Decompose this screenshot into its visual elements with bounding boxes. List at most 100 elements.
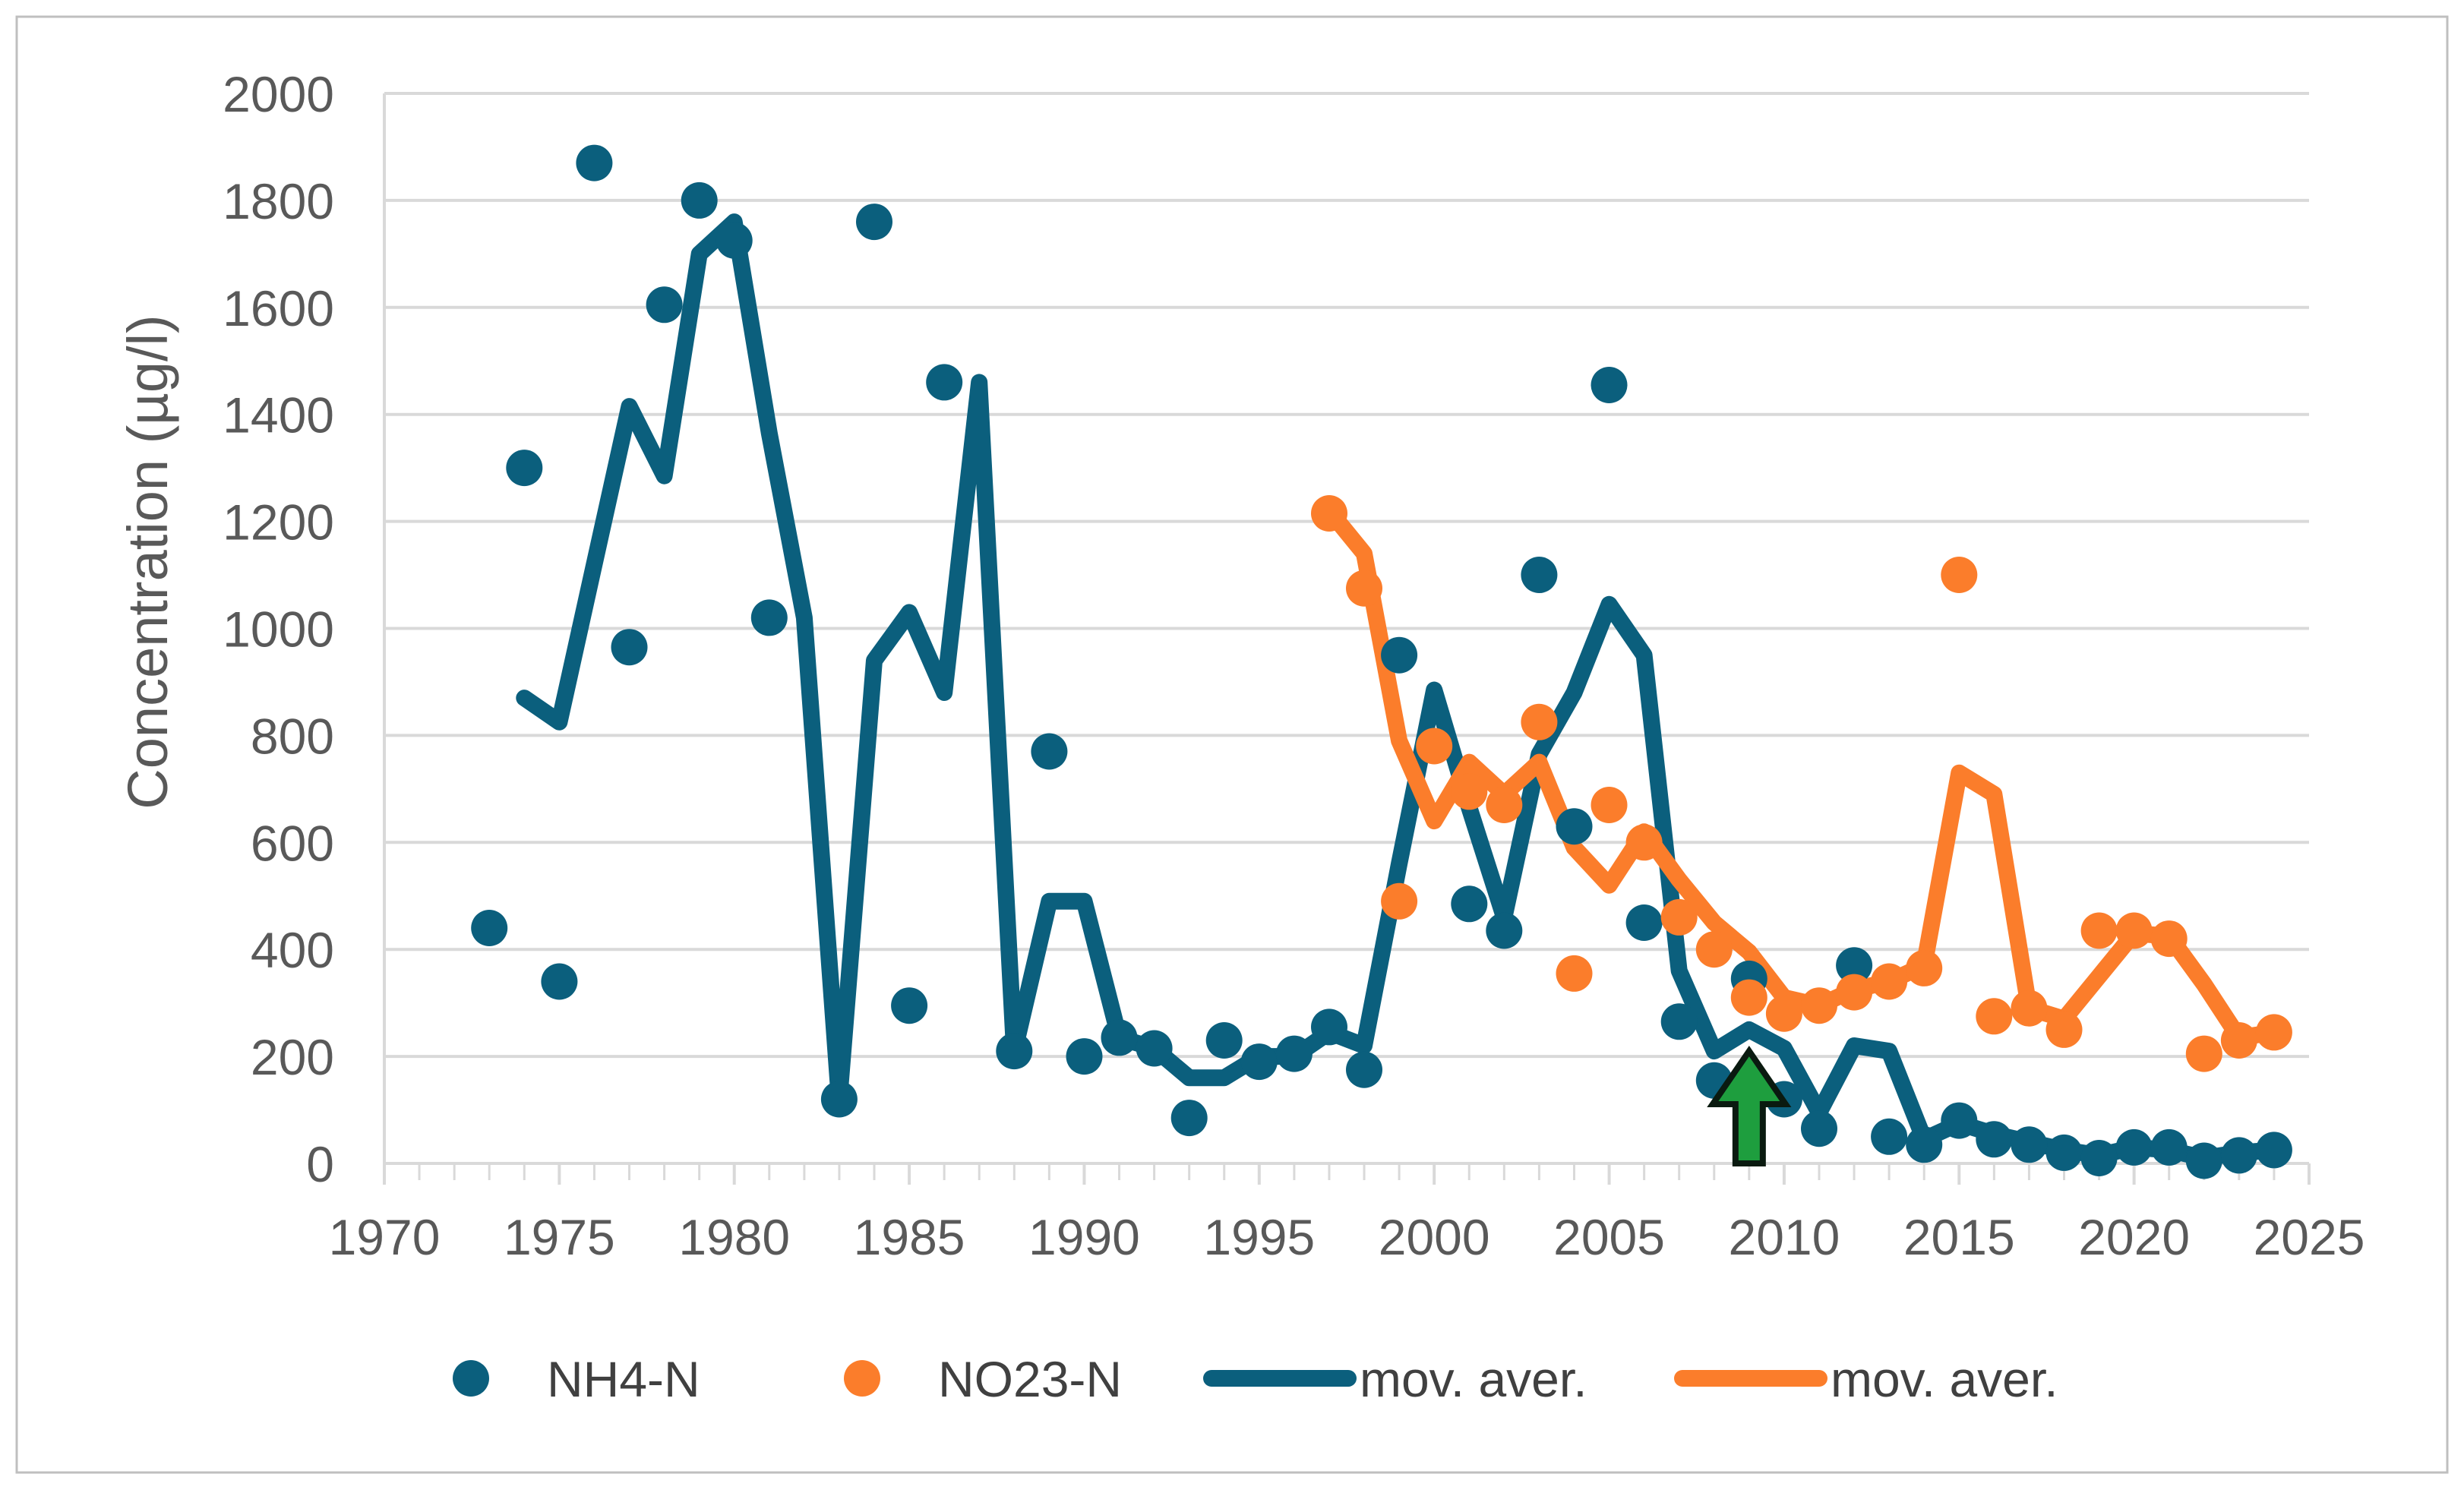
nh4-n-point-0	[471, 910, 508, 946]
y-tick-label-5: 1000	[223, 601, 334, 658]
x-tick-label-9: 2015	[1903, 1209, 2015, 1265]
no23-n-point-1	[1346, 570, 1382, 607]
legend-label-2: NO23-N	[938, 1351, 1122, 1407]
x-tick-label-10: 2020	[2078, 1209, 2190, 1265]
x-tick-label-3: 1985	[854, 1209, 965, 1265]
nh4-n-point-46	[2185, 1142, 2222, 1179]
x-tick-label-6: 2000	[1379, 1209, 1490, 1265]
nh4-n-point-27	[1521, 557, 1558, 593]
nh4-n-point-38	[1906, 1126, 1943, 1163]
no23-n-point-23	[2115, 912, 2153, 949]
annotations	[1707, 1045, 1792, 1166]
no23-n-point-0	[1311, 495, 1347, 532]
x-tick-label-1: 1975	[504, 1209, 615, 1265]
nh4-n-point-42	[2045, 1134, 2083, 1171]
y-tick-label-4: 800	[251, 708, 334, 764]
no23-n-point-11	[1695, 931, 1733, 968]
x-tick-label-5: 1995	[1203, 1209, 1315, 1265]
y-tick-label-6: 1200	[223, 494, 334, 551]
nh4-n-point-23	[1346, 1051, 1382, 1088]
legend-label-4: mov. aver.	[1831, 1351, 2058, 1407]
no23-n-point-22	[2080, 912, 2118, 949]
nh4-n-point-2	[541, 963, 578, 1000]
x-tick-label-0: 1970	[329, 1209, 441, 1265]
no23-n-point-24	[2150, 920, 2188, 958]
no23-n-point-2	[1381, 882, 1418, 920]
x-tick-label-11: 2025	[2254, 1209, 2365, 1265]
nh4-n-point-35	[1801, 1110, 1837, 1147]
legend-label-1: NH4-N	[547, 1351, 700, 1407]
legend-marker-1	[453, 1360, 489, 1397]
no23-n-point-7	[1556, 955, 1593, 992]
no23-n-point-4	[1451, 773, 1488, 810]
y-tick-label-10: 2000	[223, 66, 334, 122]
nh4-n-point-36	[1836, 947, 1873, 984]
no23-n-point-18	[1941, 557, 1978, 593]
nh4-n-point-21	[1275, 1035, 1313, 1072]
nh4-n-point-10	[856, 204, 892, 241]
nh4-n-point-44	[2115, 1128, 2153, 1166]
nh4-n-point-5	[646, 286, 683, 324]
nh4-n-point-26	[1486, 912, 1523, 949]
nh4-n-point-12	[926, 364, 963, 401]
nh4-n-point-47	[2220, 1137, 2257, 1174]
y-tick-label-0: 0	[306, 1136, 334, 1192]
nh4-n-point-20	[1240, 1043, 1278, 1081]
nh4-n-point-4	[611, 629, 648, 666]
y-axis-label: Concentration (µg/l)	[116, 314, 179, 809]
no23-n-point-10	[1660, 898, 1698, 936]
no23-n-point-6	[1521, 703, 1558, 740]
y-tick-label-9: 1800	[223, 173, 334, 229]
nh4-n-point-1	[506, 450, 543, 487]
nh4-n-point-17	[1136, 1030, 1173, 1067]
nh4-n-point-25	[1451, 885, 1488, 923]
legend-label-3: mov. aver.	[1360, 1351, 1587, 1407]
nh4-n-point-18	[1170, 1100, 1208, 1137]
nh4-n-point-43	[2080, 1140, 2118, 1176]
nh4-n-point-45	[2150, 1128, 2188, 1166]
chart-border	[15, 15, 2449, 1474]
nh4-n-point-39	[1941, 1102, 1978, 1139]
nh4-n-point-24	[1381, 636, 1418, 674]
nh4-n-point-9	[820, 1081, 858, 1118]
no23-n-point-16	[1871, 963, 1908, 1000]
no23-n-point-27	[2255, 1014, 2292, 1051]
no23-n-point-8	[1591, 787, 1628, 823]
y-tick-label-2: 400	[251, 922, 334, 978]
y-tick-label-8: 1600	[223, 280, 334, 336]
no23-n-point-20	[2011, 990, 2048, 1027]
no23-n-point-5	[1486, 787, 1523, 823]
no23-n-point-25	[2185, 1035, 2222, 1072]
nh4-n-point-22	[1311, 1008, 1347, 1046]
nh4-n-point-28	[1556, 808, 1593, 845]
no23-n-point-26	[2220, 1022, 2257, 1059]
nh4-n-point-14	[1031, 733, 1068, 770]
legend-marker-2	[844, 1360, 880, 1397]
no23-n-point-9	[1625, 824, 1663, 861]
nh4-n-point-30	[1625, 904, 1663, 941]
green-arrow-annotation-0	[1707, 1045, 1792, 1166]
nh4-n-point-29	[1591, 367, 1628, 403]
x-tick-label-4: 1990	[1028, 1209, 1140, 1265]
nh4-n-point-31	[1660, 1003, 1698, 1040]
no23-n-point-13	[1765, 995, 1802, 1032]
nh4-n-point-48	[2255, 1132, 2292, 1169]
no23-n-point-15	[1836, 974, 1873, 1011]
no23-n-point-21	[2045, 1011, 2083, 1048]
no23-n-point-19	[1976, 998, 2013, 1035]
plot-area	[471, 144, 2292, 1179]
nh4-n-point-16	[1101, 1019, 1138, 1056]
nh4-n-point-19	[1205, 1022, 1243, 1059]
legend: NH4-N NO23-N mov. aver. mov. aver.	[453, 1351, 2058, 1407]
nh4-n-point-6	[681, 181, 718, 219]
no23-n-point-12	[1730, 979, 1767, 1016]
x-tick-label-8: 2010	[1728, 1209, 1840, 1265]
axes: 0 200 400 600 800 1000 1200 1400 1600 1800 2000 197…	[223, 66, 2364, 1265]
no23-n-point-17	[1906, 949, 1943, 986]
nh4-n-point-3	[576, 144, 613, 181]
x-tick-label-2: 1980	[678, 1209, 790, 1265]
no23-n-point-3	[1416, 728, 1453, 765]
y-tick-label-1: 200	[251, 1029, 334, 1085]
